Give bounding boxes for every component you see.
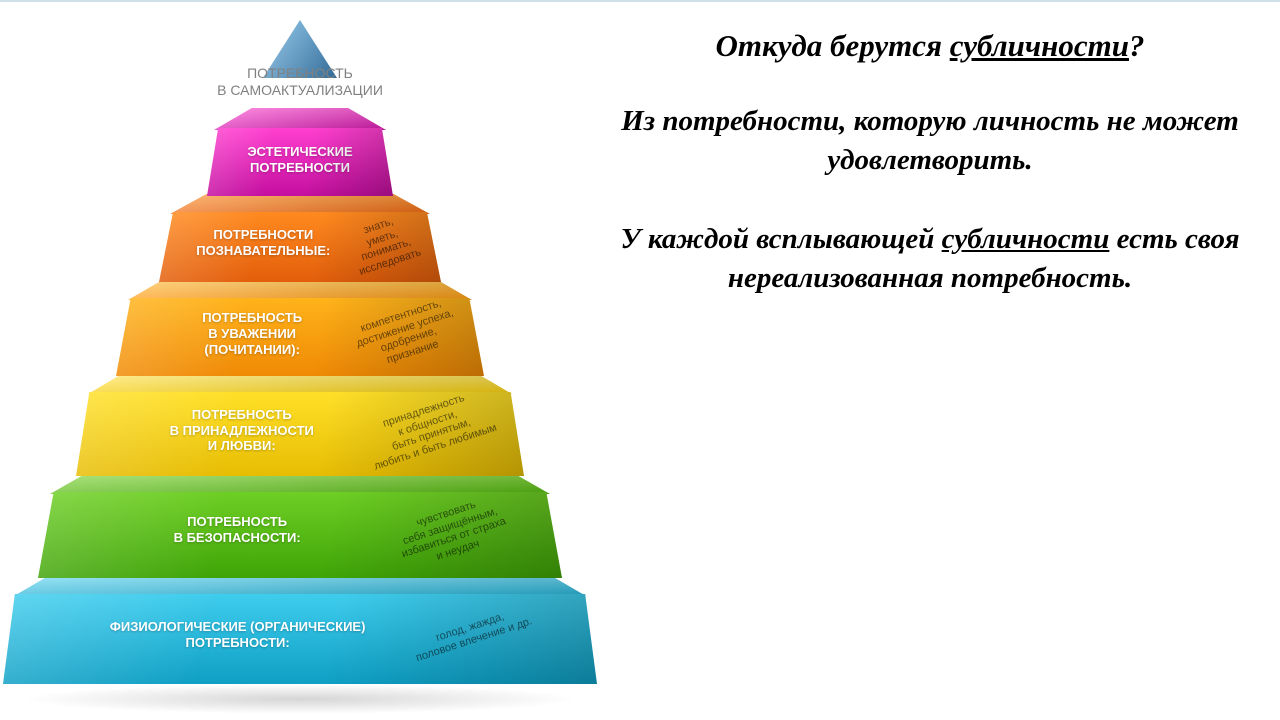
tier-label: ПОТРЕБНОСТЬВ УВАЖЕНИИ(ПОЧИТАНИИ): <box>160 310 344 357</box>
p2-pre: У каждой всплывающей <box>620 223 941 255</box>
apex-label: ПОТРЕБНОСТЬВ САМОАКТУАЛИЗАЦИИ <box>0 65 600 99</box>
tier-face: ПОТРЕБНОСТЬВ УВАЖЕНИИ(ПОЧИТАНИИ): компет… <box>116 298 484 376</box>
tier-label: ФИЗИОЛОГИЧЕСКИЕ (ОРГАНИЧЕСКИЕ)ПОТРЕБНОСТ… <box>74 619 401 650</box>
tier-label: ЭСТЕТИЧЕСКИЕПОТРЕБНОСТИ <box>207 144 393 175</box>
tier-side-label: компетентность,достижение успеха,одобрен… <box>332 289 481 380</box>
pyramid-panel: ФИЗИОЛОГИЧЕСКИЕ (ОРГАНИЧЕСКИЕ)ПОТРЕБНОСТ… <box>0 0 600 720</box>
heading-underlined: субличности <box>950 28 1129 63</box>
tier-face: ПОТРЕБНОСТЬВ БЕЗОПАСНОСТИ: чувствоватьсе… <box>38 492 562 578</box>
tier-cap <box>88 374 512 394</box>
text-panel: Откуда берутся субличности? Из потребнос… <box>600 0 1280 720</box>
tier-face: ФИЗИОЛОГИЧЕСКИЕ (ОРГАНИЧЕСКИЕ)ПОТРЕБНОСТ… <box>3 594 597 684</box>
tier-face: ПОТРЕБНОСТИПОЗНАВАТЕЛЬНЫЕ: знать,уметь,п… <box>159 212 441 282</box>
tier-cap <box>170 194 430 214</box>
heading-post: ? <box>1129 28 1145 63</box>
tier-cap <box>128 280 472 300</box>
tier-side-label: принадлежностьк общности,быть принятым,л… <box>345 380 514 478</box>
heading-pre: Откуда берутся <box>716 28 950 63</box>
maslow-pyramid: ФИЗИОЛОГИЧЕСКИЕ (ОРГАНИЧЕСКИЕ)ПОТРЕБНОСТ… <box>0 0 600 720</box>
tier-face: ЭСТЕТИЧЕСКИЕПОТРЕБНОСТИ <box>207 128 393 196</box>
tier-side-label: знать,уметь,понимать,исследовать <box>323 203 446 286</box>
heading: Откуда берутся субличности? <box>600 25 1260 67</box>
paragraph-2: У каждой всплывающей субличности есть св… <box>600 220 1260 298</box>
tier-label: ПОТРЕБНОСТЬВ БЕЗОПАСНОСТИ: <box>111 514 363 545</box>
tier-label: ПОТРЕБНОСТЬВ ПРИНАДЛЕЖНОСТИИ ЛЮБВИ: <box>130 407 354 454</box>
paragraph-1: Из потребности, которую личность не може… <box>600 102 1260 180</box>
tier-side-label: чувствоватьсебя защищённым,избавиться от… <box>359 481 544 584</box>
tier-cap <box>50 474 550 494</box>
tier-face: ПОТРЕБНОСТЬВ ПРИНАДЛЕЖНОСТИИ ЛЮБВИ: прин… <box>76 392 524 476</box>
slide: ФИЗИОЛОГИЧЕСКИЕ (ОРГАНИЧЕСКИЕ)ПОТРЕБНОСТ… <box>0 0 1280 720</box>
tier-cap <box>14 576 586 596</box>
p2-underlined: субличности <box>942 223 1110 255</box>
pyramid-floor-shadow <box>20 684 580 714</box>
tier-label: ПОТРЕБНОСТИПОЗНАВАТЕЛЬНЫЕ: <box>187 227 339 258</box>
tier-side-label: голод, жажда,половое влечение и др. <box>384 594 561 673</box>
tier-cap <box>214 108 386 130</box>
